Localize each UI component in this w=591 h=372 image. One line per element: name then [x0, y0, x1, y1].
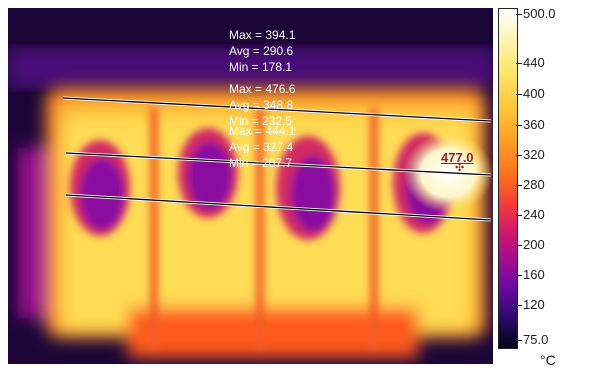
scale-tick — [516, 215, 522, 216]
scale-tick — [516, 155, 522, 156]
scale-tick-label: 400 — [523, 86, 545, 101]
scale-tick-top — [516, 14, 522, 15]
scale-max-label: 500.0 — [523, 6, 556, 21]
scale-tick — [516, 185, 522, 186]
scale-tick-label: 360 — [523, 117, 545, 132]
scale-tick-label: 160 — [523, 267, 545, 282]
thermal-image[interactable] — [8, 8, 493, 364]
scale-tick-label: 200 — [523, 237, 545, 252]
thermal-image-canvas — [8, 8, 493, 364]
line-2-stats: Max = 476.6 Avg = 348.8 Min = 232.5 — [229, 81, 295, 129]
scale-tick-label: 440 — [523, 55, 545, 70]
line-3-min: Min = 207.7 — [229, 156, 293, 170]
line-1-avg: Avg = 290.6 — [229, 44, 294, 58]
spot-crosshair-icon[interactable]: ✣ — [455, 162, 465, 174]
scale-tick-bottom — [516, 340, 522, 341]
line-3-max: Max = 444.1 — [229, 124, 296, 138]
scale-tick-label: 320 — [523, 147, 545, 162]
line-2-avg: Avg = 348.8 — [229, 98, 294, 112]
scale-tick-label: 280 — [523, 177, 545, 192]
scale-tick — [516, 305, 522, 306]
temperature-unit-label: °C — [540, 352, 556, 368]
scale-tick — [516, 94, 522, 95]
line-3-stats: Max = 444.1 Avg = 327.4 Min = 207.7 — [229, 123, 295, 171]
line-1-stats: Max = 394.1 Avg = 290.6 Min = 178.1 — [229, 27, 295, 75]
scale-tick — [516, 275, 522, 276]
line-3-avg: Avg = 327.4 — [229, 140, 294, 154]
scale-tick — [516, 245, 522, 246]
scale-min-label: 75.0 — [523, 332, 549, 347]
line-1-max: Max = 394.1 — [229, 28, 296, 42]
profile-lines — [62, 96, 492, 222]
temperature-scale-bar — [498, 8, 518, 349]
line-2-max: Max = 476.6 — [229, 82, 296, 96]
scale-tick — [516, 63, 522, 64]
line-2-min: Min = 232.5 — [229, 114, 293, 128]
scale-tick-label: 120 — [523, 297, 545, 312]
scale-tick — [516, 125, 522, 126]
scale-tick-label: 240 — [523, 207, 545, 222]
spot-temperature-label[interactable]: 477.0 — [441, 150, 474, 165]
line-1-min: Min = 178.1 — [229, 60, 293, 74]
